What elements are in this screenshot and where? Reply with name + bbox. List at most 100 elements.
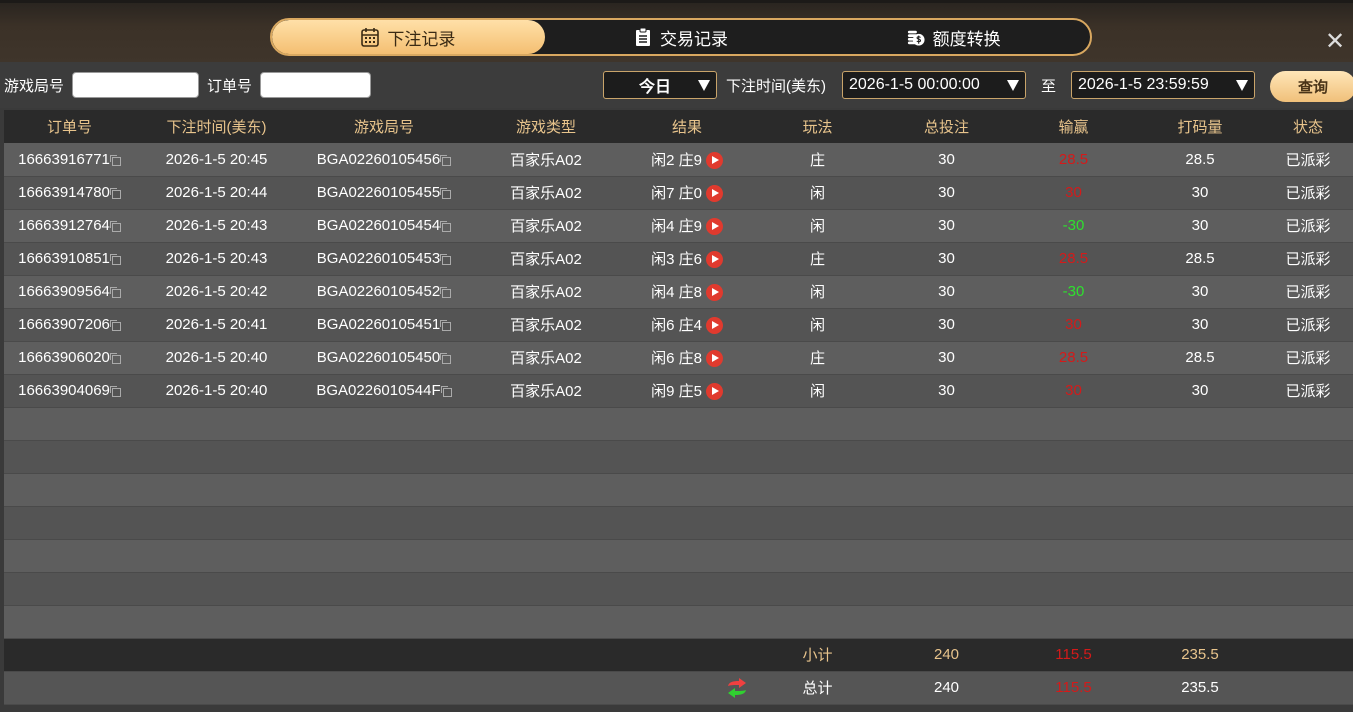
order-input[interactable] <box>260 72 371 98</box>
game-type-text: 百家乐A02 <box>510 251 582 268</box>
empty-cell <box>470 671 622 705</box>
order-label: 订单号 <box>207 78 253 95</box>
total-bet-text: 30 <box>938 283 955 300</box>
bet-type: 闲 <box>752 176 883 210</box>
game-round: BGA02260105456 <box>298 143 470 177</box>
icon-cell <box>622 638 752 672</box>
status-text: 已派彩 <box>1285 317 1331 334</box>
order-no: 16663910851 <box>4 242 135 276</box>
turnover: 30 <box>1137 209 1263 243</box>
win-loss: 30 <box>1010 308 1137 342</box>
copy-icon[interactable] <box>109 320 121 331</box>
status: 已派彩 <box>1263 242 1353 276</box>
copy-icon[interactable] <box>440 221 452 232</box>
order-no-text: 16663904069 <box>18 382 110 399</box>
bet-type: 闲 <box>752 209 883 243</box>
status-text: 已派彩 <box>1285 218 1331 235</box>
total-bet-text: 30 <box>938 316 955 333</box>
empty-cell <box>470 605 622 639</box>
win-loss: 28.5 <box>1010 242 1137 276</box>
bet-type-text: 闲 <box>809 185 825 202</box>
top-bar: 下注记录 交易记录 额度转换 ✕ <box>0 0 1353 62</box>
copy-icon[interactable] <box>109 353 121 364</box>
refresh-exchange-icon[interactable] <box>726 677 748 699</box>
tab-label: 交易记录 <box>660 29 728 49</box>
table-row: 16663909564 2026-1-5 20:42 BGA02260105452 百… <box>4 275 1353 309</box>
game-type: 百家乐A02 <box>470 242 622 276</box>
copy-icon[interactable] <box>109 287 121 298</box>
column-header-bet-type: 玩法 <box>752 110 883 143</box>
order-no-text: 16663914780 <box>18 184 110 201</box>
period-select[interactable]: 今日 <box>603 71 717 99</box>
copy-icon[interactable] <box>440 386 452 397</box>
order-no-text: 16663909564 <box>18 283 110 300</box>
empty-cell <box>135 506 298 540</box>
copy-icon[interactable] <box>440 154 452 166</box>
copy-icon[interactable] <box>440 254 452 265</box>
empty-cell <box>298 671 470 705</box>
copy-icon[interactable] <box>440 287 452 298</box>
end-time-select[interactable]: 2026-1-5 23:59:59 <box>1071 71 1255 99</box>
order-no: 16663916771 <box>4 143 135 177</box>
copy-icon[interactable] <box>440 188 452 199</box>
status-text: 已派彩 <box>1285 185 1331 202</box>
game-round: BGA02260105453 <box>298 242 470 276</box>
copy-icon[interactable] <box>109 386 121 397</box>
play-replay-icon[interactable] <box>705 350 723 367</box>
close-icon[interactable]: ✕ <box>1324 28 1346 55</box>
turnover: 28.5 <box>1137 341 1263 375</box>
result-text: 闲9 庄5 <box>651 383 702 400</box>
game-round-text: BGA02260105454 <box>316 217 441 234</box>
bet-type: 闲 <box>752 275 883 309</box>
empty-cell <box>4 605 135 639</box>
win-loss: 30 <box>1010 374 1137 408</box>
empty-cell <box>752 605 883 639</box>
tab-transaction-records[interactable]: 交易记录 <box>545 20 818 54</box>
start-time-select[interactable]: 2026-1-5 00:00:00 <box>842 71 1026 99</box>
result-text: 闲7 庄0 <box>651 185 702 202</box>
play-replay-icon[interactable] <box>705 251 723 268</box>
copy-icon[interactable] <box>440 320 452 331</box>
empty-cell <box>1263 638 1353 672</box>
table-row: 16663910851 2026-1-5 20:43 BGA02260105453 百… <box>4 242 1353 276</box>
game-round-input[interactable] <box>72 72 199 98</box>
chevron-down-icon <box>698 80 710 91</box>
empty-row <box>4 539 1353 573</box>
copy-icon[interactable] <box>109 221 121 232</box>
turnover: 28.5 <box>1137 143 1263 177</box>
play-replay-icon[interactable] <box>705 317 723 334</box>
empty-cell <box>622 605 752 639</box>
empty-cell <box>470 506 622 540</box>
total-bet-text: 30 <box>938 150 955 168</box>
query-button[interactable]: 查询 <box>1270 71 1353 102</box>
copy-icon[interactable] <box>109 154 121 166</box>
play-replay-icon[interactable] <box>705 218 723 235</box>
play-replay-icon[interactable] <box>705 383 723 400</box>
column-header-order-no: 订单号 <box>4 110 135 143</box>
subtotal-turnover: 235.5 <box>1137 638 1263 672</box>
grand_total-win: 115.5 <box>1010 671 1137 705</box>
empty-cell <box>4 407 135 441</box>
play-replay-icon[interactable] <box>705 284 723 301</box>
play-replay-icon[interactable] <box>705 151 723 169</box>
grand_total-label-text: 总计 <box>802 680 833 697</box>
tab-bet-records[interactable]: 下注记录 <box>272 20 545 54</box>
empty-cell <box>883 407 1010 441</box>
column-header-result: 结果 <box>622 110 752 143</box>
game-round: BGA02260105450 <box>298 341 470 375</box>
win-loss: -30 <box>1010 275 1137 309</box>
empty-cell <box>1137 407 1263 441</box>
empty-cell <box>883 440 1010 474</box>
order-no-text: 16663910851 <box>18 250 110 267</box>
turnover-text: 28.5 <box>1185 349 1215 366</box>
empty-cell <box>470 407 622 441</box>
win-loss: 30 <box>1010 176 1137 210</box>
copy-icon[interactable] <box>440 353 452 364</box>
period-value: 今日 <box>639 79 672 96</box>
play-replay-icon[interactable] <box>705 185 723 202</box>
copy-icon[interactable] <box>109 254 121 265</box>
game-round-text: BGA02260105450 <box>316 349 441 366</box>
bet-time: 2026-1-5 20:40 <box>135 374 298 408</box>
tab-credit-transfer[interactable]: 额度转换 <box>817 20 1090 54</box>
copy-icon[interactable] <box>109 188 121 199</box>
